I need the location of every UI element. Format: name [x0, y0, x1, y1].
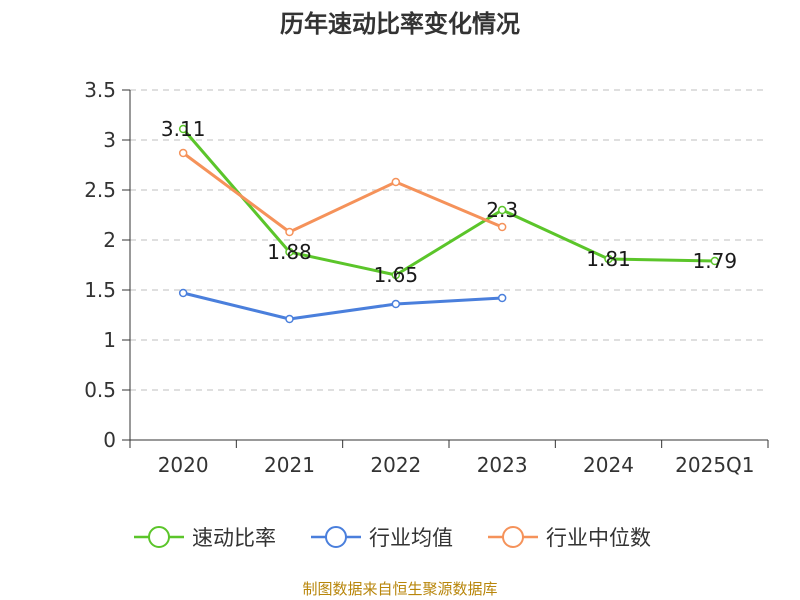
y-tick-label: 2: [103, 228, 116, 252]
series-lines: [178, 124, 720, 324]
x-tick-label: 2020: [158, 453, 209, 477]
legend-marker: [502, 526, 524, 548]
data-label: 3.11: [161, 117, 206, 141]
legend-marker: [325, 526, 347, 548]
data-label: 1.65: [374, 263, 419, 287]
data-point: [604, 254, 613, 264]
legend: 速动比率 行业均值 行业中位数: [134, 526, 651, 550]
y-tick-label: 2.5: [84, 178, 116, 202]
y-tick-label: 3: [103, 128, 116, 152]
series-line: [182, 151, 503, 234]
data-point: [710, 256, 720, 266]
data-point: [285, 247, 294, 257]
data-point: [178, 288, 188, 298]
data-label: 1.81: [586, 247, 631, 271]
data-point: [497, 293, 507, 303]
y-tick-label: 1.5: [84, 278, 116, 302]
x-tick-label: 2021: [264, 453, 315, 477]
source-note: 制图数据来自恒生聚源数据库: [302, 580, 498, 598]
legend-item[interactable]: 行业均值: [311, 526, 453, 550]
legend-label: 速动比率: [192, 526, 276, 550]
y-tick-label: 0.5: [84, 378, 116, 402]
data-point: [391, 270, 401, 280]
y-tick-label: 1: [103, 328, 116, 352]
data-point: [178, 148, 188, 158]
data-labels: 3.11 1.88 1.65 2.3 1.81 1.79: [161, 117, 737, 287]
data-point: [178, 124, 188, 134]
x-tick-label: 2022: [370, 453, 421, 477]
x-tick-label: 2024: [583, 453, 634, 477]
data-label: 2.3: [486, 198, 518, 222]
data-point: [497, 222, 507, 232]
legend-marker: [148, 526, 170, 548]
series-line: [182, 291, 503, 321]
data-point: [391, 177, 401, 187]
grid-lines: [130, 89, 768, 391]
data-point: [497, 205, 507, 215]
data-point: [285, 314, 294, 324]
y-tick-label: 0: [103, 428, 116, 452]
data-point: [391, 299, 401, 309]
legend-item[interactable]: 行业中位数: [488, 526, 651, 550]
series-line: [182, 128, 715, 277]
x-tick-label: 2025Q1: [675, 453, 754, 477]
legend-item[interactable]: 速动比率: [134, 526, 276, 550]
axes: 0 0.5 1 1.5 2 2.5 3 3.5 2020 2021 2022 2023 2024 2025…: [84, 78, 769, 477]
y-tick-label: 3.5: [84, 78, 116, 102]
legend-label: 行业均值: [369, 526, 453, 550]
data-label: 1.79: [693, 249, 738, 273]
chart-title: 历年速动比率变化情况: [280, 10, 520, 38]
x-tick-label: 2023: [477, 453, 528, 477]
data-point: [285, 227, 294, 237]
legend-label: 行业中位数: [546, 526, 651, 550]
data-label: 1.88: [267, 240, 312, 264]
